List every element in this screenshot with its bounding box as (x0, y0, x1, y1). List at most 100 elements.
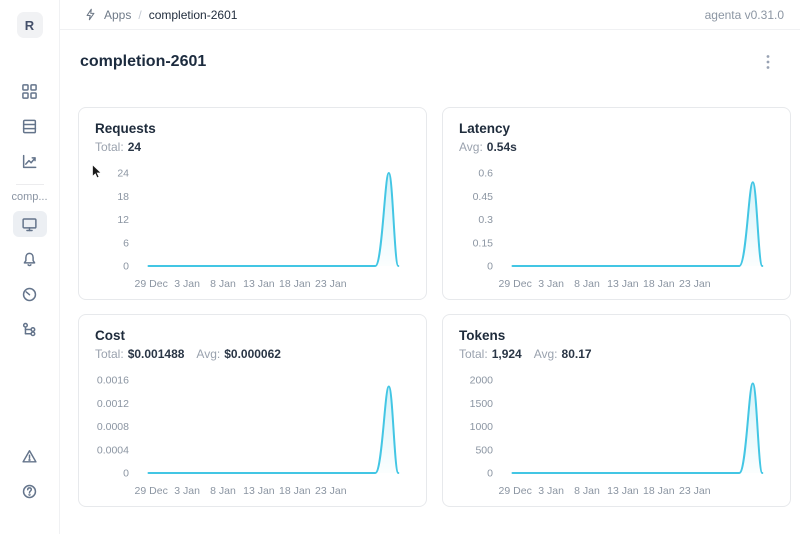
sidebar-item-observability[interactable] (13, 281, 47, 307)
topbar: Apps / completion-2601 agenta v0.31.0 (60, 0, 800, 30)
svg-text:29 Dec: 29 Dec (499, 485, 532, 497)
svg-text:8 Jan: 8 Jan (210, 485, 236, 497)
kebab-menu-icon (766, 55, 770, 69)
card-title: Tokens (459, 328, 506, 343)
more-options-button[interactable] (766, 54, 770, 70)
svg-text:18 Jan: 18 Jan (643, 485, 675, 497)
svg-text:23 Jan: 23 Jan (315, 278, 347, 290)
breadcrumb-separator: / (138, 7, 142, 22)
stat-value: 80.17 (561, 347, 592, 361)
sidebar-nav-top (13, 78, 47, 174)
svg-text:0.45: 0.45 (473, 191, 494, 203)
cost-chart[interactable]: 0 0.0004 0.0008 0.0012 0.0016 29 Dec 3 Jan 8 Ja… (95, 368, 410, 503)
stat-value: 1,924 (491, 347, 522, 361)
svg-text:3 Jan: 3 Jan (538, 278, 564, 290)
sidebar-item-playground[interactable] (12, 211, 47, 237)
breadcrumb: Apps / completion-2601 (84, 8, 237, 22)
sidebar-item-list[interactable] (13, 113, 47, 139)
tree-structure-icon (22, 322, 36, 336)
svg-text:500: 500 (475, 444, 493, 456)
sidebar-item-analytics[interactable] (13, 148, 47, 174)
svg-text:0: 0 (487, 261, 493, 273)
svg-text:2000: 2000 (470, 375, 494, 387)
svg-text:8 Jan: 8 Jan (210, 278, 236, 290)
card-stats: Total: $0.001488 Avg: $0.000062 (95, 347, 410, 361)
svg-text:23 Jan: 23 Jan (679, 485, 711, 497)
bell-icon (23, 252, 36, 266)
svg-text:29 Dec: 29 Dec (499, 278, 532, 290)
svg-text:6: 6 (123, 237, 129, 249)
workspace-avatar[interactable]: R (16, 12, 43, 38)
tokens-chart[interactable]: 0 500 1000 1500 2000 29 Dec 3 Jan 8 Jan 13 Jan 18… (459, 368, 774, 503)
svg-text:18 Jan: 18 Jan (279, 278, 311, 290)
svg-text:8 Jan: 8 Jan (574, 485, 600, 497)
breadcrumb-apps[interactable]: Apps (104, 7, 132, 22)
sidebar: R (0, 0, 60, 534)
stat-label: Avg: (533, 347, 558, 361)
svg-text:23 Jan: 23 Jan (315, 485, 347, 497)
stat-value: 24 (127, 140, 142, 154)
svg-text:13 Jan: 13 Jan (243, 278, 275, 290)
alert-triangle-icon (22, 449, 37, 463)
content: completion-2601 Requests Total: 24 (60, 30, 800, 534)
card-stats: Total: 24 (95, 140, 410, 154)
svg-text:18 Jan: 18 Jan (643, 278, 675, 290)
svg-text:3 Jan: 3 Jan (174, 278, 200, 290)
svg-text:18 Jan: 18 Jan (279, 485, 311, 497)
svg-text:0.0012: 0.0012 (97, 398, 129, 410)
sidebar-item-help[interactable] (13, 478, 47, 504)
page-title: completion-2601 (80, 53, 207, 70)
sidebar-nav-app (12, 211, 47, 342)
metrics-grid: Requests Total: 24 0 6 12 18 24 29 Dec 3 Jan 8 J… (78, 107, 791, 507)
stat-label: Total: (95, 347, 124, 361)
card-title: Requests (95, 121, 156, 136)
tokens-card: Tokens Total: 1,924 Avg: 80.17 0 500 1000 150… (442, 314, 791, 507)
svg-text:3 Jan: 3 Jan (174, 485, 200, 497)
chart-trend-icon (22, 154, 37, 168)
sidebar-nav-bottom (13, 443, 47, 504)
cost-card: Cost Total: $0.001488 Avg: $0.000062 0 0.00… (78, 314, 427, 507)
svg-text:1000: 1000 (470, 421, 494, 433)
sidebar-item-apps[interactable] (13, 78, 47, 104)
svg-text:13 Jan: 13 Jan (607, 278, 639, 290)
svg-text:12: 12 (117, 214, 129, 226)
card-stats: Total: 1,924 Avg: 80.17 (459, 347, 774, 361)
table-rows-icon (22, 119, 37, 133)
svg-text:0.0004: 0.0004 (97, 444, 129, 456)
latency-card: Latency Avg: 0.54s 0 0.15 0.3 0.45 0.6 29 Dec 3… (442, 107, 791, 300)
svg-text:0.0008: 0.0008 (97, 421, 129, 433)
sidebar-item-changelog[interactable] (13, 443, 47, 469)
monitor-icon (22, 217, 37, 231)
gauge-icon (22, 287, 37, 301)
apps-grid-icon (22, 83, 37, 99)
main-area: Apps / completion-2601 agenta v0.31.0 co… (60, 0, 800, 534)
svg-text:23 Jan: 23 Jan (679, 278, 711, 290)
stat-label: Avg: (459, 140, 483, 154)
requests-chart[interactable]: 0 6 12 18 24 29 Dec 3 Jan 8 Jan 13 Jan 18 Jan 23 J… (95, 161, 410, 296)
stat-label: Total: (95, 140, 124, 154)
sidebar-item-traces[interactable] (13, 316, 47, 342)
svg-text:18: 18 (117, 191, 129, 203)
svg-text:29 Dec: 29 Dec (135, 278, 168, 290)
requests-card: Requests Total: 24 0 6 12 18 24 29 Dec 3 Jan 8 J… (78, 107, 427, 300)
svg-text:3 Jan: 3 Jan (538, 485, 564, 497)
svg-text:29 Dec: 29 Dec (135, 485, 168, 497)
card-title: Cost (95, 328, 125, 343)
svg-text:24: 24 (117, 168, 129, 180)
latency-chart[interactable]: 0 0.15 0.3 0.45 0.6 29 Dec 3 Jan 8 Jan 13 Jan 18 … (459, 161, 774, 296)
version-label: agenta v0.31.0 (704, 7, 784, 22)
svg-text:8 Jan: 8 Jan (574, 278, 600, 290)
svg-text:13 Jan: 13 Jan (607, 485, 639, 497)
svg-text:13 Jan: 13 Jan (243, 485, 275, 497)
breadcrumb-current[interactable]: completion-2601 (148, 7, 238, 22)
svg-text:1500: 1500 (470, 398, 494, 410)
svg-text:0.3: 0.3 (478, 214, 493, 226)
sidebar-item-notifications[interactable] (13, 246, 47, 272)
stat-label: Total: (459, 347, 488, 361)
card-title: Latency (459, 121, 511, 136)
sidebar-divider (15, 184, 44, 185)
svg-text:0: 0 (123, 468, 129, 480)
svg-text:0.15: 0.15 (473, 237, 494, 249)
card-stats: Avg: 0.54s (459, 140, 774, 154)
